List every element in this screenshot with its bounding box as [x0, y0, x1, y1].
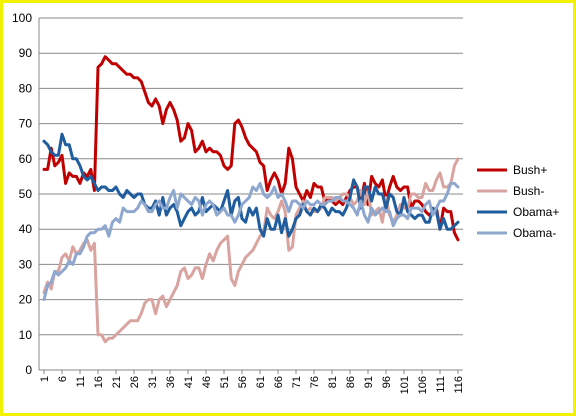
series-line-obama-minusplus — [42, 132, 460, 238]
x-tick-label: 61 — [255, 376, 267, 388]
y-tick-label: 70 — [19, 117, 33, 131]
y-tick-label: 20 — [19, 293, 33, 307]
x-tick-label: 66 — [273, 376, 285, 388]
legend-entry: Obama- — [477, 226, 556, 240]
legend-label: Bush- — [513, 184, 544, 198]
legend: Bush+ Bush- Obama+ Obama- — [477, 163, 559, 240]
x-tick-label: 46 — [201, 376, 213, 388]
y-tick-label: 40 — [19, 222, 33, 236]
x-tick-label: 16 — [93, 376, 105, 388]
y-tick-label: 30 — [19, 257, 33, 271]
x-tick-label: 1 — [39, 376, 51, 382]
x-tick-label: 11 — [75, 376, 87, 387]
y-tick-label: 10 — [19, 328, 33, 342]
series-line-bush-minusplus — [42, 55, 460, 242]
x-tick-label: 6 — [57, 376, 69, 382]
x-tick-label: 71 — [291, 376, 303, 388]
x-tick-label: 116 — [453, 376, 465, 394]
x-tick-label: 26 — [129, 376, 141, 388]
x-tick-label: 106 — [417, 376, 429, 394]
legend-label: Obama+ — [513, 205, 559, 219]
x-tick-label: 21 — [111, 376, 123, 388]
x-axis: 1 6 11 16 21 26 31 36 41 46 51 56 61 66 71 76 81 86 91 96 10… — [39, 369, 465, 394]
x-tick-label: 31 — [147, 376, 159, 388]
y-tick-label: 60 — [19, 152, 33, 166]
x-tick-label: 96 — [381, 376, 393, 388]
y-tick-label: 80 — [19, 81, 33, 95]
legend-label: Bush+ — [513, 163, 547, 177]
legend-entry: Bush- — [477, 184, 544, 198]
x-tick-label: 86 — [345, 376, 357, 388]
x-tick-label: 101 — [399, 376, 411, 394]
x-tick-label: 36 — [165, 376, 177, 388]
series-lines — [42, 55, 460, 344]
x-tick-label: 51 — [219, 376, 231, 388]
y-tick-label: 100 — [12, 11, 32, 25]
y-tick-label: 90 — [19, 46, 33, 60]
x-tick-label: 76 — [309, 376, 321, 388]
y-tick-label: 0 — [25, 363, 32, 377]
y-tick-label: 50 — [19, 187, 33, 201]
y-axis: 0 10 20 30 40 50 60 70 80 90 100 — [12, 11, 40, 377]
series-line-obama-minus — [42, 181, 460, 302]
x-tick-label: 111 — [435, 376, 447, 393]
legend-entry: Obama+ — [477, 205, 559, 219]
x-tick-label: 81 — [327, 376, 339, 388]
legend-entry: Bush+ — [477, 163, 547, 177]
x-tick-label: 56 — [237, 376, 249, 388]
legend-label: Obama- — [513, 226, 556, 240]
x-tick-label: 91 — [363, 376, 375, 388]
x-tick-label: 41 — [183, 376, 195, 388]
